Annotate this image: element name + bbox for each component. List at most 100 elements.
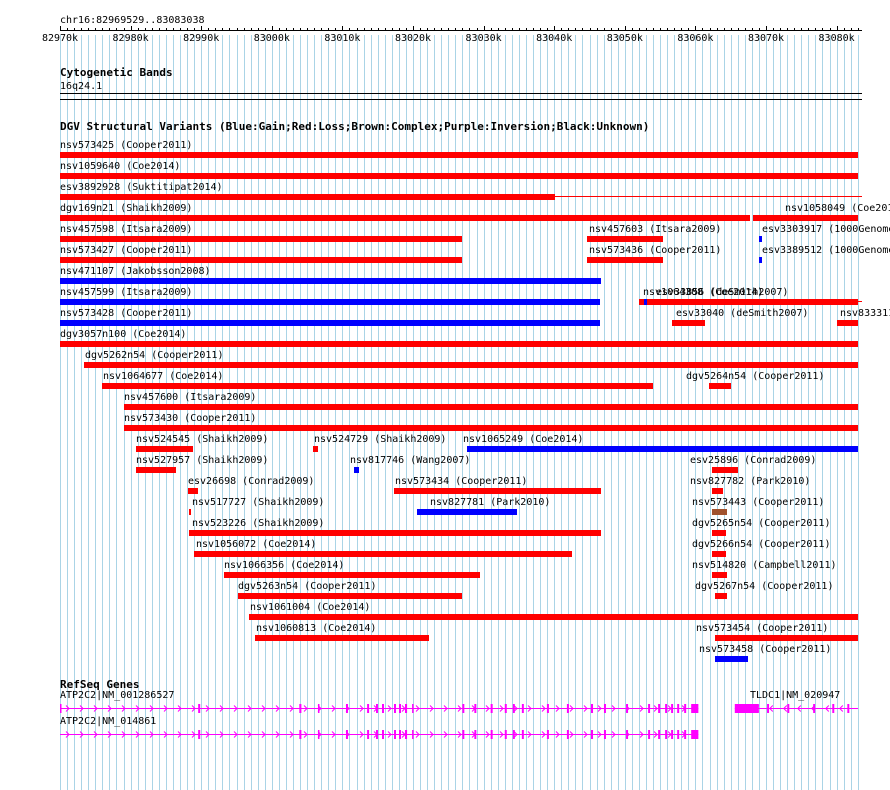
variant-bar[interactable]	[759, 257, 762, 263]
variant-bar[interactable]	[124, 425, 859, 431]
gene-model[interactable]	[0, 700, 890, 720]
variant-bar[interactable]	[639, 299, 859, 305]
variant-bar[interactable]	[714, 635, 859, 641]
variant-bar[interactable]	[60, 299, 600, 305]
variant-bar[interactable]	[60, 215, 751, 221]
variant-label[interactable]: nsv1056072 (Coe2014)	[196, 539, 317, 550]
variant-bar[interactable]	[224, 572, 480, 578]
variant-label[interactable]: esv3389512 (1000Genomes)	[762, 245, 890, 256]
variant-label[interactable]: dgv5262n54 (Cooper2011)	[85, 350, 224, 361]
variant-bar[interactable]	[124, 404, 859, 410]
variant-bar[interactable]	[714, 593, 727, 599]
variant-bar[interactable]	[711, 572, 727, 578]
variant-label[interactable]: nsv573430 (Cooper2011)	[124, 413, 257, 424]
variant-label[interactable]: nsv573428 (Cooper2011)	[60, 308, 193, 319]
variant-bar[interactable]	[711, 551, 726, 557]
variant-bar[interactable]	[466, 446, 859, 452]
gene-label[interactable]: ATP2C2|NM_001286527	[60, 690, 175, 701]
variant-label[interactable]: nsv457603 (Itsara2009)	[589, 224, 722, 235]
variant-label[interactable]: esv3892928 (Suktitipat2014)	[60, 182, 223, 193]
variant-bar[interactable]	[60, 320, 600, 326]
variant-label[interactable]: nsv1058049 (Coe2014)	[785, 203, 890, 214]
variant-bar[interactable]	[60, 278, 601, 284]
variant-label[interactable]: nsv1066356 (Coe2014)	[224, 560, 345, 571]
variant-label[interactable]: esv33856 (deSmith2007)	[656, 287, 789, 298]
variant-label[interactable]: nsv471107 (Jakobsson2008)	[60, 266, 211, 277]
gene-model[interactable]	[0, 726, 890, 746]
variant-label[interactable]: nsv517727 (Shaikh2009)	[192, 497, 325, 508]
variant-label[interactable]: nsv1065249 (Coe2014)	[463, 434, 584, 445]
variant-bar[interactable]	[189, 509, 192, 515]
variant-bar[interactable]	[60, 194, 555, 200]
variant-label[interactable]: nsv573425 (Cooper2011)	[60, 140, 193, 151]
variant-bar[interactable]	[60, 152, 859, 158]
gene-model[interactable]	[0, 700, 890, 720]
gene-label[interactable]: TLDC1|NM_020947	[750, 690, 841, 701]
variant-bar[interactable]	[238, 593, 463, 599]
variant-label[interactable]: nsv1060813 (Coe2014)	[256, 623, 377, 634]
variant-bar[interactable]	[417, 509, 518, 515]
variant-label[interactable]: nsv524729 (Shaikh2009)	[314, 434, 447, 445]
variant-bar[interactable]	[255, 635, 429, 641]
variant-bar[interactable]	[136, 467, 177, 473]
variant-label[interactable]: nsv573436 (Cooper2011)	[589, 245, 722, 256]
variant-label[interactable]: nsv1061004 (Coe2014)	[250, 602, 371, 613]
variant-label[interactable]: dgv169n21 (Shaikh2009)	[60, 203, 193, 214]
variant-bar[interactable]	[711, 509, 727, 515]
variant-bar[interactable]	[394, 488, 601, 494]
variant-label[interactable]: dgv5266n54 (Cooper2011)	[692, 539, 831, 550]
variant-label[interactable]: esv26698 (Conrad2009)	[188, 476, 315, 487]
variant-bar[interactable]	[759, 236, 762, 242]
variant-bar[interactable]	[752, 215, 859, 221]
variant-label[interactable]: nsv573458 (Cooper2011)	[699, 644, 832, 655]
variant-label[interactable]: dgv3057n100 (Coe2014)	[60, 329, 187, 340]
variant-label[interactable]: nsv514820 (Campbell2011)	[692, 560, 837, 571]
variant-bar[interactable]	[188, 488, 199, 494]
variant-bar[interactable]	[837, 320, 859, 326]
variant-bar[interactable]	[587, 236, 663, 242]
variant-bar[interactable]	[353, 467, 359, 473]
variant-label[interactable]: nsv827782 (Park2010)	[690, 476, 811, 487]
variant-bar[interactable]	[249, 614, 859, 620]
variant-bar[interactable]	[84, 362, 859, 368]
variant-label[interactable]: dgv5265n54 (Cooper2011)	[692, 518, 831, 529]
variant-label[interactable]: nsv573454 (Cooper2011)	[696, 623, 829, 634]
variant-label[interactable]: nsv817746 (Wang2007)	[350, 455, 471, 466]
variant-label[interactable]: esv3303917 (1000Genomes)	[762, 224, 890, 235]
variant-bar[interactable]	[711, 530, 726, 536]
variant-bar[interactable]	[60, 236, 463, 242]
variant-bar[interactable]	[136, 446, 194, 452]
variant-bar[interactable]	[711, 467, 738, 473]
variant-label[interactable]: esv33040 (deSmith2007)	[676, 308, 809, 319]
variant-bar[interactable]	[711, 488, 723, 494]
variant-label[interactable]: nsv833311	[840, 308, 890, 319]
variant-label[interactable]: nsv524545 (Shaikh2009)	[136, 434, 269, 445]
variant-label[interactable]: nsv827781 (Park2010)	[430, 497, 551, 508]
variant-bar[interactable]	[644, 299, 647, 305]
variant-label[interactable]: esv25896 (Conrad2009)	[690, 455, 817, 466]
variant-bar[interactable]	[708, 383, 731, 389]
variant-label[interactable]: nsv523226 (Shaikh2009)	[192, 518, 325, 529]
variant-label[interactable]: nsv457599 (Itsara2009)	[60, 287, 193, 298]
variant-bar[interactable]	[189, 530, 601, 536]
variant-label[interactable]: dgv5263n54 (Cooper2011)	[238, 581, 377, 592]
variant-label[interactable]: nsv457598 (Itsara2009)	[60, 224, 193, 235]
variant-bar[interactable]	[194, 551, 572, 557]
variant-bar[interactable]	[587, 257, 663, 263]
variant-label[interactable]: nsv573427 (Cooper2011)	[60, 245, 193, 256]
variant-label[interactable]: nsv573443 (Cooper2011)	[692, 497, 825, 508]
variant-label[interactable]: nsv573434 (Cooper2011)	[395, 476, 528, 487]
variant-label[interactable]: nsv1059640 (Coe2014)	[60, 161, 181, 172]
variant-label[interactable]: nsv457600 (Itsara2009)	[124, 392, 257, 403]
variant-label[interactable]: dgv5264n54 (Cooper2011)	[686, 371, 825, 382]
variant-bar[interactable]	[671, 320, 705, 326]
variant-bar[interactable]	[60, 173, 859, 179]
variant-label[interactable]: nsv527957 (Shaikh2009)	[136, 455, 269, 466]
variant-label[interactable]: nsv1064308 (Coe2014)	[643, 287, 764, 298]
variant-bar[interactable]	[60, 341, 859, 347]
variant-label[interactable]: nsv1064677 (Coe2014)	[103, 371, 224, 382]
variant-bar[interactable]	[714, 656, 748, 662]
variant-label[interactable]: dgv5267n54 (Cooper2011)	[695, 581, 834, 592]
variant-bar[interactable]	[60, 257, 463, 263]
cytoband-band[interactable]	[60, 93, 862, 94]
